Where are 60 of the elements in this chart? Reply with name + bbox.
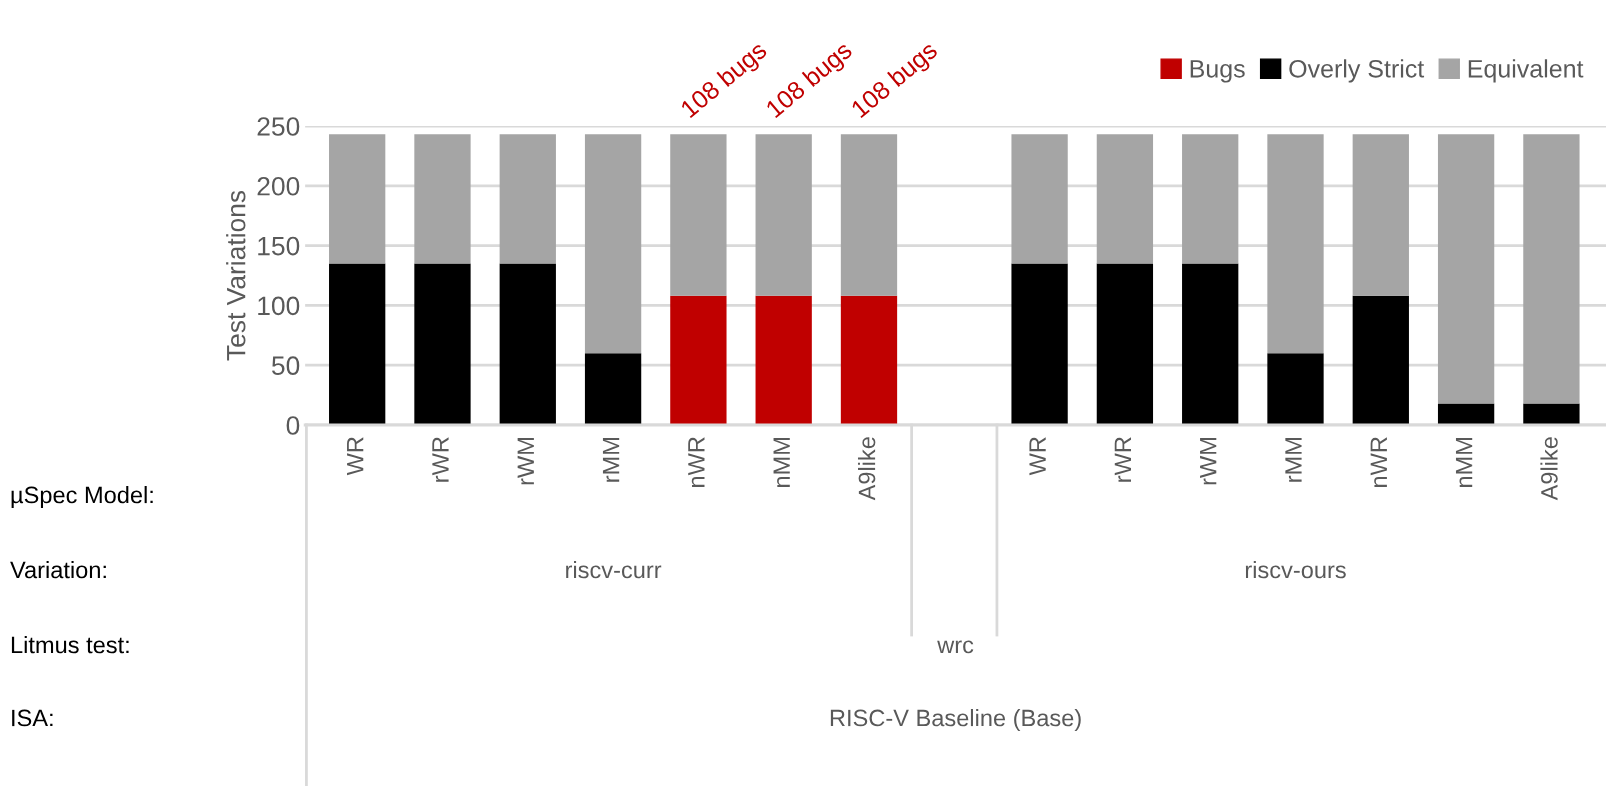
bar: [1011, 263, 1068, 425]
bar: [1352, 134, 1409, 296]
x-tick-label: A9like: [857, 437, 876, 501]
text: riscv-ours: [1245, 560, 1346, 579]
text: µSpec Model:: [11, 485, 153, 508]
x-tick-label: nMM: [1455, 438, 1473, 488]
text: riscv-curr: [566, 560, 662, 579]
bar: [1182, 263, 1239, 425]
x-tick-label: nMM: [773, 438, 790, 488]
bar: [329, 134, 386, 264]
bar: [670, 295, 727, 425]
bar: [499, 263, 556, 425]
y-tick-label: 100: [258, 296, 300, 316]
bar: [1182, 134, 1239, 264]
text: RISC-V Baseline (Base): [830, 708, 1081, 731]
bar: [1096, 263, 1154, 425]
bar: [1267, 353, 1324, 425]
bar: [1096, 134, 1154, 264]
x-tick-label: rWR: [432, 437, 449, 482]
x-tick-label: WR: [347, 437, 364, 476]
x-tick-label: rWR: [1114, 437, 1131, 482]
bar: [1267, 134, 1324, 354]
bar: [1523, 403, 1580, 425]
x-tick-label: WR: [1029, 437, 1046, 476]
text: Variation:: [10, 560, 106, 579]
bar: [584, 134, 642, 354]
y-axis-title: Test Variations: [226, 190, 246, 361]
bar: [1352, 295, 1409, 425]
bar: [755, 134, 812, 296]
legend-label: Overly Strict: [1289, 59, 1425, 83]
y-tick-label: 200: [257, 176, 300, 196]
bar: [414, 134, 471, 264]
x-tick-label: nWR: [1370, 437, 1387, 488]
bar: [584, 353, 642, 425]
bar: [1011, 134, 1068, 264]
bar: [499, 134, 556, 264]
legend-label: Equivalent: [1468, 59, 1584, 83]
x-tick-label: rMM: [602, 438, 620, 482]
x-tick-label: rMM: [1285, 438, 1302, 482]
text: wrc: [937, 640, 974, 654]
x-tick-label: A9like: [1540, 437, 1558, 501]
y-tick-label: 250: [257, 117, 300, 136]
bar: [840, 295, 898, 425]
bar: [840, 134, 898, 296]
text: Litmus test:: [11, 635, 129, 654]
bar: [414, 263, 471, 425]
legend-label: Bugs: [1190, 60, 1245, 83]
bar: [755, 295, 812, 425]
x-tick-label: nWR: [688, 437, 705, 488]
y-tick-label: 0: [286, 416, 300, 435]
bar: [670, 134, 727, 296]
x-tick-label: rWM: [517, 438, 534, 485]
y-tick-label: 150: [258, 236, 300, 256]
text: ISA:: [12, 709, 53, 727]
bar: [1437, 134, 1495, 404]
y-tick-label: 50: [271, 356, 300, 376]
bar: [1437, 403, 1495, 425]
x-tick-label: rWM: [1200, 438, 1217, 485]
bar: [1523, 134, 1580, 404]
bar: [329, 263, 386, 425]
